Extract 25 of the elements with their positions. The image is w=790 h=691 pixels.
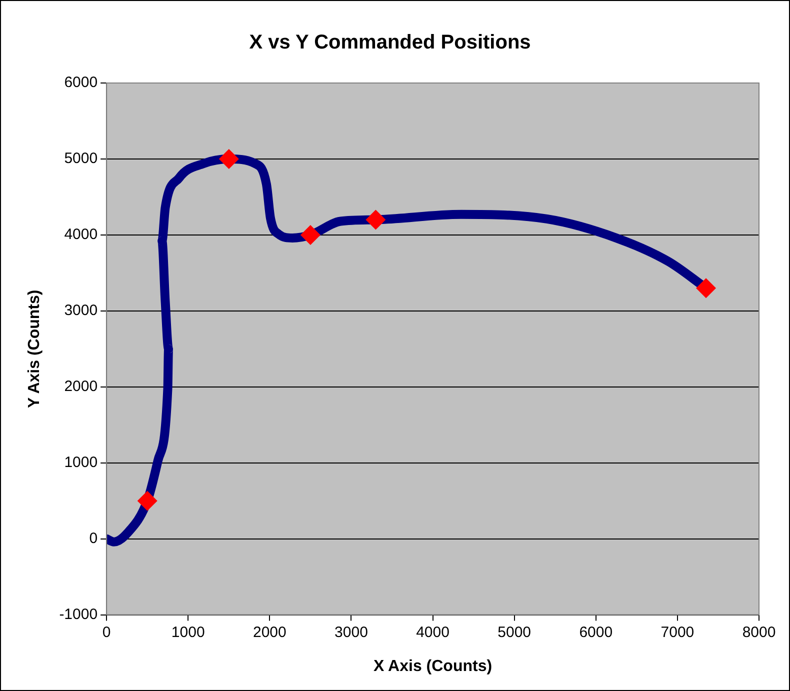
x-tick-label: 8000 [742, 624, 776, 641]
x-tick-label: 5000 [498, 624, 532, 641]
y-tick-label: 3000 [64, 302, 98, 320]
y-tick-label: -1000 [59, 606, 98, 623]
y-tick-label: 0 [89, 530, 98, 547]
x-tick-label: 6000 [579, 624, 613, 641]
x-axis-title: X Axis (Counts) [374, 658, 492, 675]
point [137, 490, 158, 511]
y-tick-label: 1000 [64, 454, 98, 471]
x-tick-label: 4000 [416, 624, 450, 641]
point [300, 224, 320, 245]
point [366, 210, 386, 230]
x-tick-label: 0 [102, 624, 111, 641]
x-tick-label: 3000 [334, 624, 368, 641]
x-tick-label: 7000 [660, 624, 694, 641]
x-tick-label: 1000 [171, 624, 205, 641]
y-tick-label: 5000 [64, 150, 98, 168]
point [696, 278, 716, 298]
y-axis-title: Y Axis (Counts) [26, 290, 44, 408]
x-tick-label: 2000 [252, 624, 286, 641]
y-tick-label: 6000 [64, 74, 98, 92]
point [218, 148, 239, 169]
y-tick-label: 2000 [64, 378, 98, 396]
y-tick-label: 4000 [64, 226, 98, 244]
chart-title: X vs Y Commanded Positions [249, 32, 531, 54]
